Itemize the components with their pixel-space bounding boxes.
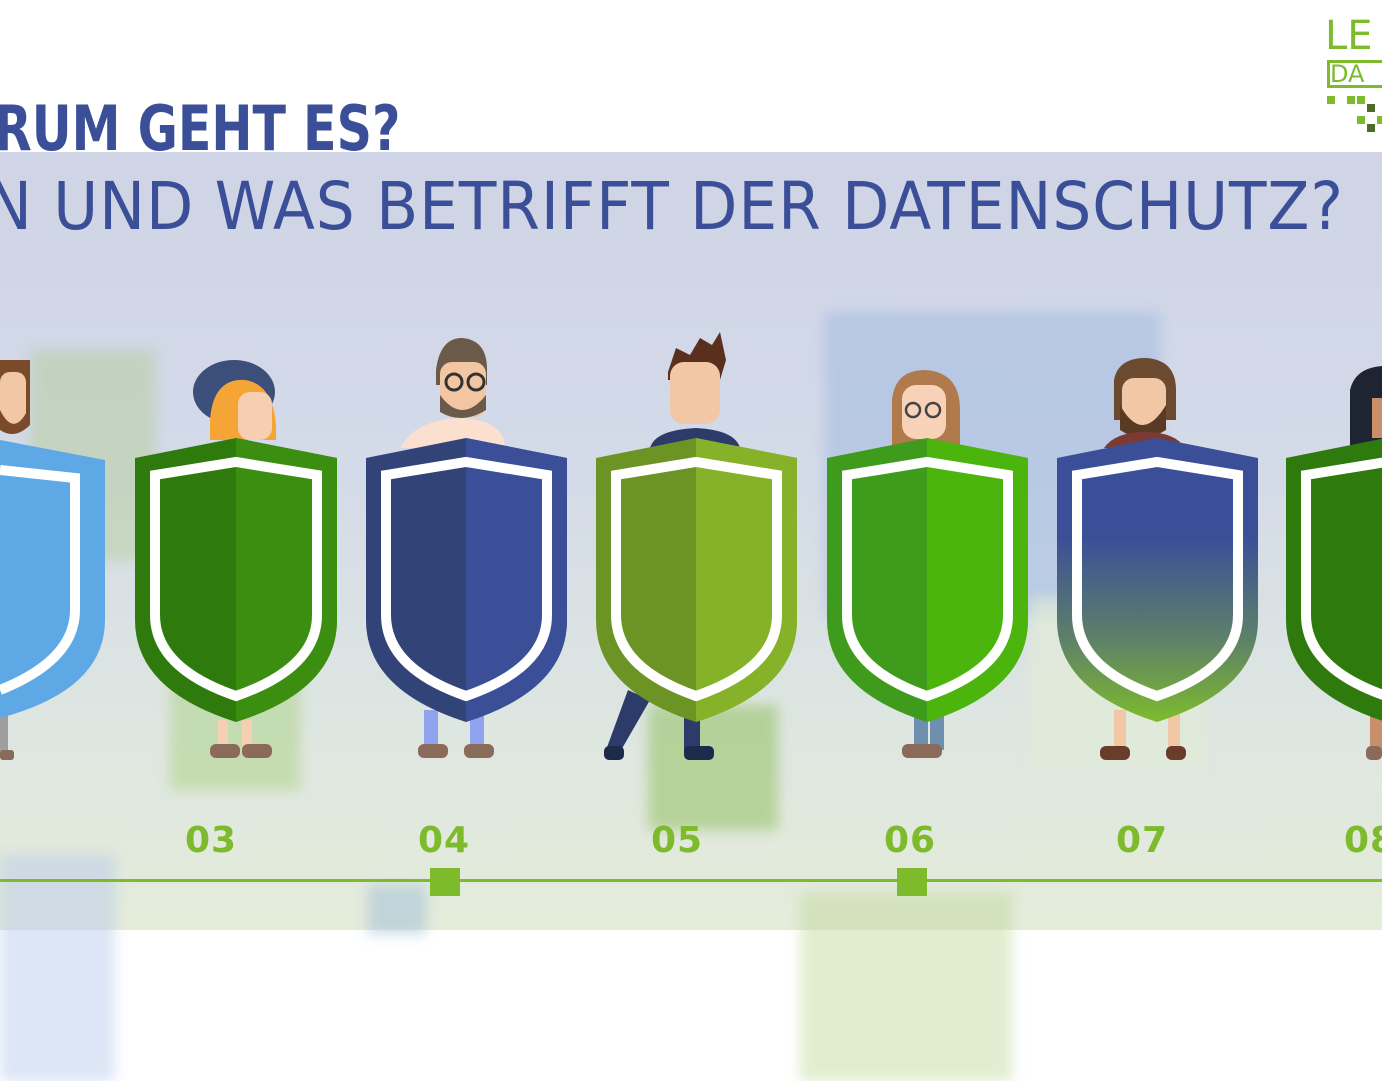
timeline-label-04: 04	[418, 820, 471, 861]
logo-pixel	[1367, 104, 1375, 112]
timeline-label-07: 07	[1116, 820, 1169, 861]
shield-light-blue	[0, 440, 105, 718]
page-subtitle: N UND WAS BETRIFFT DER DATENSCHUTZ?	[0, 168, 1344, 245]
decorative-square	[368, 885, 426, 935]
timeline-axis	[0, 879, 1382, 882]
logo-pixel	[1367, 124, 1375, 132]
timeline-label-06: 06	[884, 820, 937, 861]
logo-text-line1: LE	[1325, 13, 1373, 59]
logo-pixel	[1357, 96, 1365, 104]
logo-pixel	[1357, 116, 1365, 124]
woman-dark-hair-icon	[1286, 366, 1382, 760]
logo-pixel	[1347, 96, 1355, 104]
page-title: RUM GEHT ES?	[0, 92, 401, 165]
logo-box	[1327, 60, 1382, 88]
decorative-square	[0, 855, 115, 1081]
timeline-marker	[897, 868, 927, 896]
man-glasses-beard-icon	[366, 338, 567, 758]
timeline-label-05: 05	[651, 820, 704, 861]
decorative-square	[800, 893, 1012, 1081]
logo-pixel	[1327, 96, 1335, 104]
company-logo: LE DA	[1322, 13, 1382, 136]
man-long-hair-beard-icon	[1057, 358, 1258, 760]
logo-text-line2: DA	[1330, 60, 1365, 88]
timeline-label-03: 03	[185, 820, 238, 861]
logo-pixel	[1377, 116, 1382, 124]
man-suit-icon	[596, 332, 797, 760]
man-beard-1-icon	[0, 360, 105, 760]
decorative-square	[648, 705, 778, 830]
woman-glasses-icon	[827, 370, 1028, 758]
timeline-label-08: 08	[1344, 820, 1382, 861]
timeline-marker	[430, 868, 460, 896]
woman-orange-hair-icon	[135, 360, 337, 758]
